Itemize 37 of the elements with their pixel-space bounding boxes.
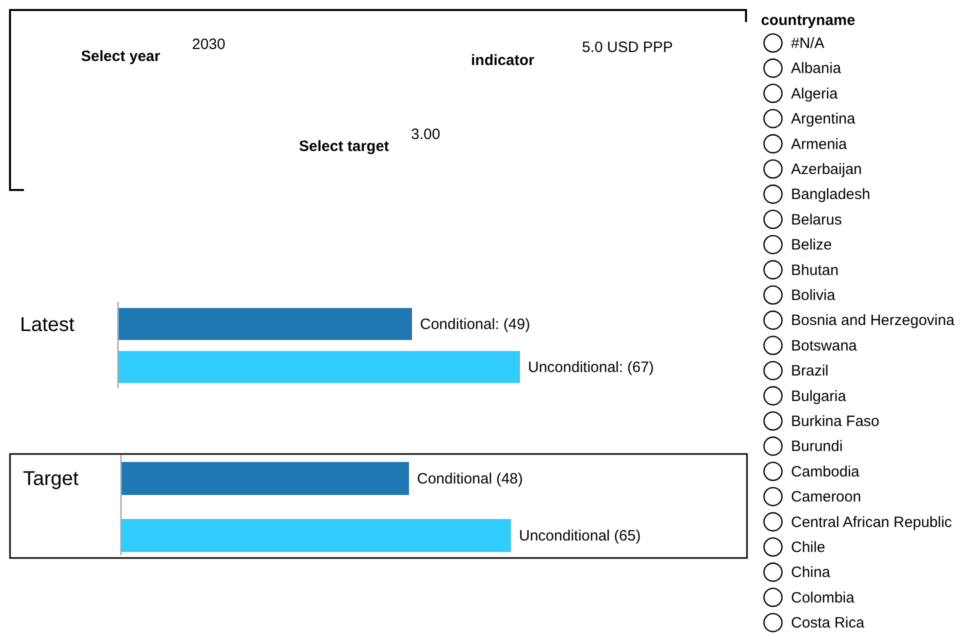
text: Chile — [791, 539, 826, 556]
data-label: Conditional: (49) — [420, 316, 530, 333]
text: Target — [23, 468, 80, 490]
text: 2030 — [192, 36, 226, 53]
text: Colombia — [791, 589, 856, 606]
text: Bulgaria — [791, 388, 847, 405]
text: Armenia — [791, 136, 848, 153]
text: Brazil — [791, 362, 829, 380]
text: Belarus — [791, 211, 842, 228]
text: Bangladesh — [791, 186, 870, 204]
data-label: Conditional (48) — [417, 470, 523, 488]
text: Algeria — [791, 85, 838, 102]
data-label: Unconditional (65) — [519, 528, 641, 544]
text: Bolivia — [791, 287, 836, 304]
text: Burundi — [791, 438, 843, 456]
text: Costa Rica — [791, 614, 866, 632]
text: Botswana — [791, 337, 858, 354]
text: Azerbaijan — [791, 161, 862, 178]
text: Select year — [81, 48, 160, 65]
text: Albania — [791, 60, 842, 78]
text: #N/A — [791, 35, 824, 52]
text: Burkina Faso — [791, 413, 880, 430]
data-label: Unconditional: (67) — [528, 359, 654, 376]
text: Bhutan — [791, 262, 839, 279]
text: countryname — [761, 12, 856, 29]
text: 5.0 USD PPP — [582, 39, 673, 56]
text: Cameroon — [791, 488, 862, 506]
text: 3.00 — [411, 126, 440, 143]
text: Belize — [791, 236, 832, 254]
text: China — [791, 564, 831, 582]
text: Central African Republic — [791, 514, 952, 531]
text: Bosnia and Herzegovina — [791, 312, 956, 330]
text: indicator — [471, 52, 534, 69]
text: Latest — [20, 314, 75, 336]
text: Cambodia — [791, 463, 860, 480]
text: Select target — [299, 138, 390, 155]
text: Argentina — [791, 110, 856, 128]
